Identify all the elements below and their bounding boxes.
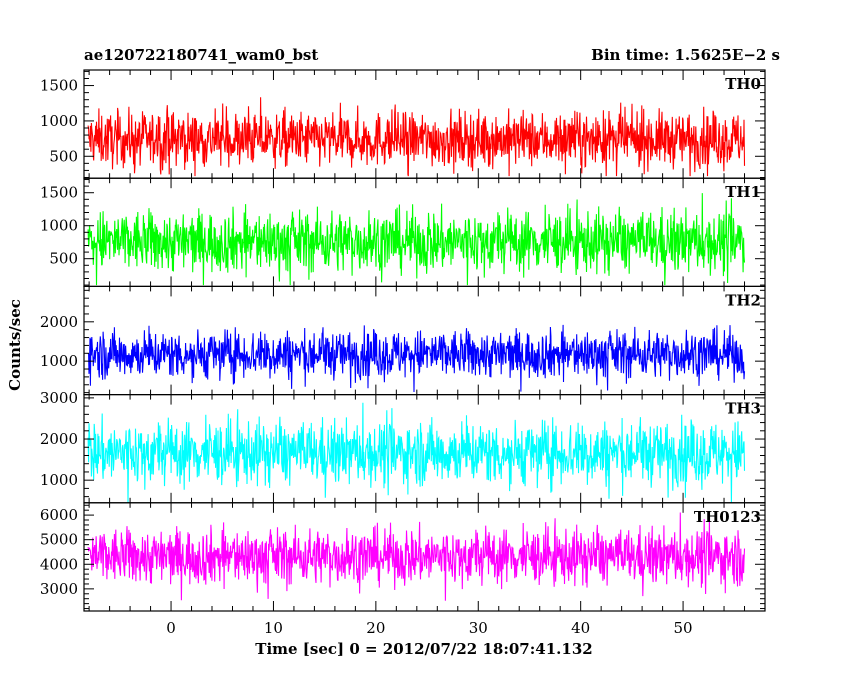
- y-tick-label: 5000: [40, 531, 78, 549]
- x-tick-label: 10: [264, 619, 283, 637]
- lightcurve-series-th1: [87, 193, 746, 286]
- panel-name-th2: TH2: [725, 291, 761, 309]
- x-tick-label: 30: [469, 619, 488, 637]
- y-tick-label: 1000: [40, 112, 78, 130]
- y-tick-label: 6000: [40, 506, 78, 524]
- y-tick-label: 1000: [40, 217, 78, 235]
- y-tick-label: 1000: [40, 352, 78, 370]
- panel-name-th0: TH0: [725, 75, 761, 93]
- y-tick-label: 500: [49, 250, 78, 268]
- y-tick-label: 3000: [40, 580, 78, 598]
- panel-name-th1: TH1: [725, 183, 761, 201]
- panel-th3: 1000 2000 3000 TH3: [40, 389, 766, 504]
- x-tick-label: 40: [571, 619, 590, 637]
- y-tick-label: 500: [49, 147, 78, 165]
- y-tick-label: 1500: [40, 77, 78, 95]
- y-tick-label: 2000: [40, 430, 78, 448]
- plot-title: ae120722180741_wam0_bst: [84, 46, 318, 64]
- y-tick-label: 1000: [40, 471, 78, 489]
- x-tick-label: 0: [166, 619, 176, 637]
- panel-th0123: 3000 4000 5000 6000 TH0123: [40, 502, 766, 612]
- panel-th2: 1000 2000 TH2: [40, 285, 766, 396]
- panel-th1: 500 1000 1500 TH1: [40, 177, 766, 287]
- lightcurve-series-th3: [87, 402, 746, 503]
- y-tick-label: 2000: [40, 313, 78, 331]
- lightcurve-series-th0: [87, 97, 746, 177]
- panel-name-th0123: TH0123: [694, 508, 761, 526]
- x-tick-label: 20: [366, 619, 385, 637]
- y-tick-label: 4000: [40, 555, 78, 573]
- bin-time-label: Bin time: 1.5625E−2 s: [591, 46, 780, 64]
- lightcurve-series-th2: [87, 324, 746, 393]
- lightcurve-series-th0123: [87, 512, 746, 601]
- y-tick-label: 1500: [40, 184, 78, 202]
- y-tick-label: 3000: [40, 389, 78, 407]
- panel-name-th3: TH3: [725, 400, 761, 418]
- panel-frame: [83, 502, 766, 612]
- x-axis: 0 10 20 30 40 50: [166, 619, 692, 637]
- x-axis-label: Time [sec] 0 = 2012/07/22 18:07:41.132: [255, 640, 592, 658]
- panel-th0: 500 1000 1500 TH0: [40, 69, 766, 179]
- x-tick-label: 50: [674, 619, 693, 637]
- y-axis-label: Counts/sec: [6, 299, 24, 391]
